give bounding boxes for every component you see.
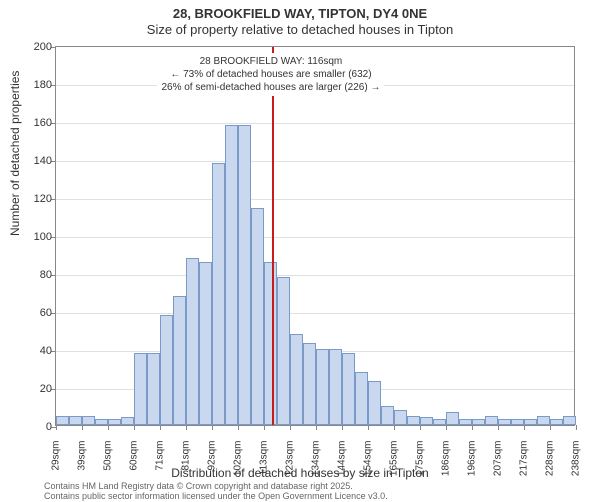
histogram-bar [368, 381, 381, 425]
y-tick-label: 120 [24, 193, 52, 205]
gridline [56, 161, 574, 162]
histogram-bar [95, 419, 108, 425]
gridline [56, 237, 574, 238]
y-tick-label: 160 [24, 117, 52, 129]
histogram-bar [134, 353, 147, 425]
x-tick [394, 425, 395, 430]
histogram-bar [251, 208, 264, 425]
y-tick-label: 0 [24, 421, 52, 433]
histogram-bar [355, 372, 368, 425]
histogram-bar [147, 353, 160, 425]
histogram-bar [264, 262, 277, 425]
x-tick [368, 425, 369, 430]
y-tick-label: 80 [24, 269, 52, 281]
gridline [56, 199, 574, 200]
gridline [56, 123, 574, 124]
y-tick-label: 200 [24, 41, 52, 53]
x-tick [550, 425, 551, 430]
y-tick-label: 180 [24, 79, 52, 91]
histogram-bar [69, 416, 82, 426]
x-tick [472, 425, 473, 430]
gridline [56, 275, 574, 276]
page-subtitle: Size of property relative to detached ho… [0, 22, 600, 37]
x-tick [108, 425, 109, 430]
x-tick [524, 425, 525, 430]
annotation-line: 26% of semi-detached houses are larger (… [161, 81, 380, 94]
histogram-bar [160, 315, 173, 425]
annotation-box: 28 BROOKFIELD WAY: 116sqm← 73% of detach… [157, 53, 384, 96]
histogram-bar [56, 416, 69, 426]
histogram-bar [342, 353, 355, 425]
gridline [56, 313, 574, 314]
histogram-bar [329, 349, 342, 425]
histogram-bar [394, 410, 407, 425]
histogram-bar [420, 417, 433, 425]
y-tick-label: 140 [24, 155, 52, 167]
annotation-line: ← 73% of detached houses are smaller (63… [161, 68, 380, 81]
histogram-bar [82, 416, 95, 426]
x-tick [316, 425, 317, 430]
histogram-bar [433, 419, 446, 425]
histogram-chart: 02040608010012014016018020029sqm39sqm50s… [55, 46, 575, 426]
y-tick-label: 20 [24, 383, 52, 395]
x-tick [238, 425, 239, 430]
x-tick [264, 425, 265, 430]
x-tick [498, 425, 499, 430]
histogram-bar [407, 416, 420, 426]
histogram-bar [550, 419, 563, 425]
x-axis-title: Distribution of detached houses by size … [0, 466, 600, 480]
histogram-bar [446, 412, 459, 425]
histogram-bar [485, 416, 498, 426]
histogram-bar [498, 419, 511, 425]
histogram-bar [290, 334, 303, 425]
histogram-bar [316, 349, 329, 425]
x-tick [212, 425, 213, 430]
x-tick [342, 425, 343, 430]
histogram-bar [524, 419, 537, 425]
histogram-bar [381, 406, 394, 425]
histogram-bar [511, 419, 524, 425]
x-tick [186, 425, 187, 430]
annotation-line: 28 BROOKFIELD WAY: 116sqm [161, 55, 380, 68]
x-tick [160, 425, 161, 430]
histogram-bar [459, 419, 472, 425]
y-tick-label: 100 [24, 231, 52, 243]
y-axis-title: Number of detached properties [8, 71, 22, 236]
x-tick [446, 425, 447, 430]
histogram-bar [303, 343, 316, 425]
footer-line: Contains public sector information licen… [44, 492, 388, 502]
x-tick [56, 425, 57, 430]
y-tick-label: 60 [24, 307, 52, 319]
x-tick [290, 425, 291, 430]
histogram-bar [173, 296, 186, 425]
x-tick [134, 425, 135, 430]
x-tick [576, 425, 577, 430]
histogram-bar [199, 262, 212, 425]
histogram-bar [186, 258, 199, 425]
histogram-bar [225, 125, 238, 425]
marker-line [272, 47, 274, 425]
histogram-bar [563, 416, 576, 426]
y-tick-label: 40 [24, 345, 52, 357]
footer-attribution: Contains HM Land Registry data © Crown c… [44, 482, 388, 502]
histogram-bar [537, 416, 550, 426]
page-title: 28, BROOKFIELD WAY, TIPTON, DY4 0NE [0, 6, 600, 21]
x-tick [82, 425, 83, 430]
histogram-bar [121, 417, 134, 425]
histogram-bar [238, 125, 251, 425]
histogram-bar [472, 419, 485, 425]
histogram-bar [108, 419, 121, 425]
histogram-bar [277, 277, 290, 425]
histogram-bar [212, 163, 225, 425]
x-tick [420, 425, 421, 430]
